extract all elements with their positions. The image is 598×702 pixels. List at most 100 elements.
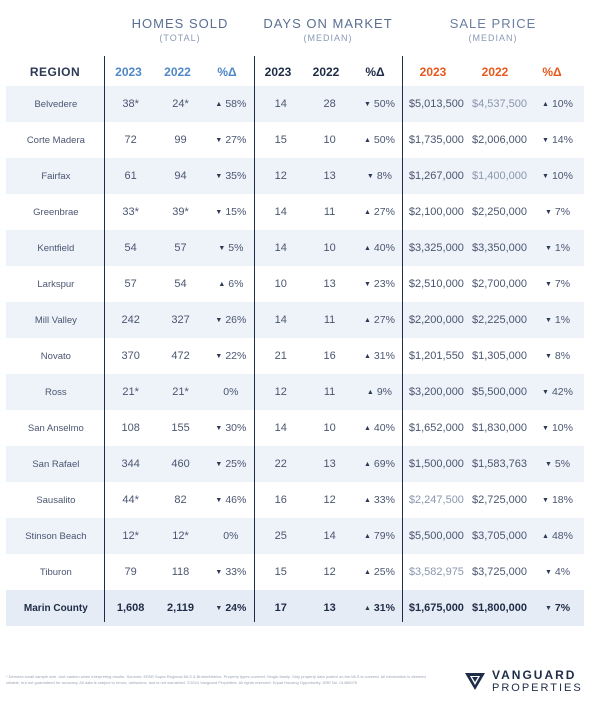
homes-2022: 472 [171,350,190,362]
arrow-down-icon: ▼ [215,605,223,612]
price-2023: $1,267,000 [404,158,468,194]
percent-change: 33% [373,494,395,506]
col-days-2023: 2023 [264,65,292,79]
brand-name-line2: PROPERTIES [492,682,583,694]
price-2022: $4,537,500 [467,86,532,122]
percent-change: 7% [554,278,571,290]
days-2023: 17 [256,590,306,626]
region-name: Stinson Beach [6,518,106,554]
arrow-down-icon: ▼ [544,605,552,612]
days-2022: 11 [323,206,336,218]
days-2022: 12 [323,566,336,578]
price-2023: $1,201,550 [408,350,464,362]
price-pct-change: ▼ 10% [531,158,584,194]
percent-change: 5% [228,242,244,254]
arrow-up-icon: ▲ [363,353,371,360]
percent-change: 79% [373,530,395,542]
homes-pct-change: ▼ 22% [205,338,256,374]
percent-change: 7% [554,602,571,614]
price-2022: $2,250,000 [471,206,528,218]
arrow-down-icon: ▼ [215,497,223,504]
days-2022: 13 [305,446,354,482]
days-2022: 28 [305,86,354,122]
table-row: Sausalito 44* 82 ▼ 46% 16 12 ▲ 33% $2,247,500 $2,7… [6,482,584,518]
price-2022: $1,800,000 [467,590,532,626]
homes-2023: 44* [122,494,139,506]
arrow-up-icon: ▲ [542,101,549,108]
days-pct-change: ▼ 50% [354,86,405,122]
region-name: Novato [40,350,71,362]
days-2022: 13 [305,590,354,626]
percent-change: 26% [225,314,247,326]
col-price-2022: 2022 [481,65,509,79]
days-pct-change: ▲ 25% [354,554,405,590]
percent-change: 50% [373,134,395,146]
arrow-down-icon: ▼ [366,173,374,180]
days-pct-change: ▲ 9% [354,374,405,410]
days-2023: 15 [274,134,287,146]
days-2022: 10 [305,230,354,266]
table-row: San Anselmo 108 155 ▼ 30% 14 10 ▲ 40% $1,652,000 $… [6,410,584,446]
days-2023: 14 [274,422,287,434]
days-pct-change: ▲ 31% [354,338,405,374]
arrow-down-icon: ▼ [542,425,549,432]
region-name: Ross [6,374,106,410]
percent-change: 58% [225,98,247,110]
region-name: San Anselmo [27,422,84,434]
price-2022: $3,725,000 [471,566,528,578]
price-2023: $2,510,000 [408,278,464,290]
col-homes-pct: %Δ [217,65,237,79]
table-row: Mill Valley 242 327 ▼ 26% 14 11 ▲ 27% $2,200,000 $… [6,302,584,338]
percent-change: 10% [551,170,573,182]
homes-pct-change: ▼ 30% [205,410,256,446]
percent-change: 27% [373,314,395,326]
homes-pct-change: ▼ 25% [205,446,257,482]
column-headers-days: 2023 2022 %Δ [254,58,400,86]
percent-change: 6% [228,278,244,290]
days-2022: 12 [323,494,336,506]
price-2022: $2,725,000 [471,494,528,506]
arrow-down-icon: ▼ [215,425,223,432]
days-pct-change: ▲ 27% [354,302,405,338]
price-2023: $1,500,000 [404,446,468,482]
homes-pct-change: ▼ 27% [205,122,256,158]
percent-change: 27% [225,134,247,146]
table-row: Tiburon 79 118 ▼ 33% 15 12 ▲ 25% $3,582,975 $3,725… [6,554,584,590]
days-pct-change: ▲ 31% [354,590,405,626]
arrow-up-icon: ▲ [363,569,371,576]
days-2022: 13 [323,278,336,290]
percent-change: 69% [373,458,395,470]
price-2022: $1,830,000 [471,422,528,434]
arrow-up-icon: ▲ [363,605,371,612]
table-row: Greenbrae 33* 39* ▼ 15% 14 11 ▲ 27% $2,100,000 $2,… [6,194,584,230]
homes-2022: 94 [155,158,206,194]
table-row: Marin County 1,608 2,119 ▼ 24% 17 13 ▲ 31% $1,675… [6,590,584,626]
price-2022: $1,583,763 [467,446,532,482]
price-pct-change: ▼ 18% [531,482,584,518]
homes-2022: 39* [172,206,189,218]
arrow-down-icon: ▼ [215,209,223,216]
percent-change: 10% [551,98,573,110]
days-pct-change: ▲ 33% [354,482,405,518]
price-2022: $1,400,000 [467,158,532,194]
price-pct-change: ▼ 7% [531,194,584,230]
table-body: Belvedere 38* 24* ▲ 58% 14 28 ▼ 50% $5,013,500 $4,… [6,86,584,626]
percent-change: 40% [373,422,395,434]
price-2023: $1,735,000 [408,134,464,146]
price-2022: $1,305,000 [471,350,528,362]
homes-2023: 370 [121,350,140,362]
homes-2023: 61 [105,158,156,194]
price-pct-change: ▼ 1% [531,230,584,266]
percent-change: 30% [225,422,247,434]
arrow-down-icon: ▼ [215,353,223,360]
market-table: Belvedere 38* 24* ▲ 58% 14 28 ▼ 50% $5,013,500 $4,… [6,86,584,626]
price-pct-change: ▼ 5% [531,446,584,482]
arrow-down-icon: ▼ [544,353,552,360]
percent-change: 31% [373,350,395,362]
arrow-up-icon: ▲ [363,461,371,468]
days-2023: 14 [256,86,306,122]
percent-change: 48% [551,530,573,542]
price-2022: $2,225,000 [467,302,532,338]
percent-change: 25% [225,458,247,470]
price-2022: $2,700,000 [471,278,528,290]
